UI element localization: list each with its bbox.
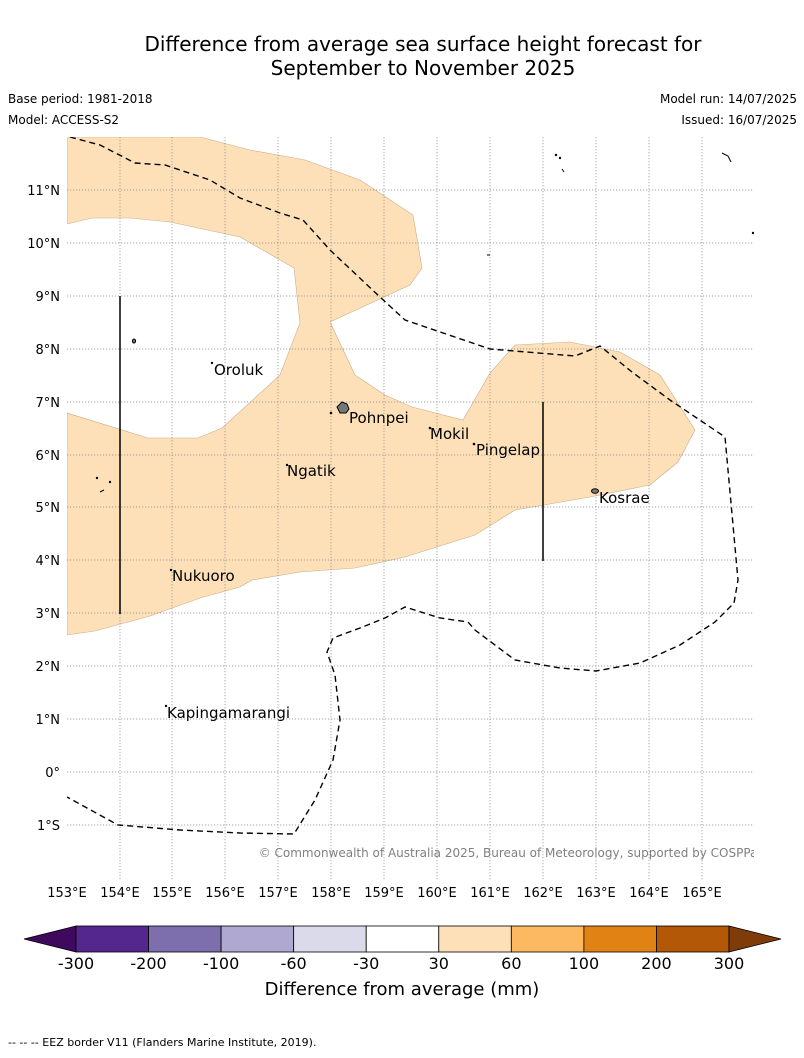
place-label-pohnpei: Pohnpei (349, 409, 409, 427)
colorbar-tick-label: -30 (353, 954, 379, 973)
lon-label: 162°E (523, 886, 563, 901)
colorbar-segment (75, 925, 149, 953)
mokil-atoll (428, 426, 432, 430)
islet (561, 168, 565, 173)
copyright-notice: © Commonwealth of Australia 2025, Bureau… (259, 846, 764, 860)
islet (751, 231, 754, 235)
title-line-2: September to November 2025 (270, 56, 576, 80)
model-name: Model: ACCESS-S2 (8, 113, 120, 127)
pohnpei-island (336, 401, 350, 414)
eez-footnote: -- -- -- EEZ border V11 (Flanders Marine… (8, 1036, 317, 1049)
colorbar-tick-label: 300 (714, 954, 745, 973)
lon-label: 161°E (470, 886, 510, 901)
colorbar-tick-label: 60 (501, 954, 521, 973)
nukuoro-atoll (169, 568, 173, 572)
islet (558, 156, 562, 160)
lat-label: 7°N (36, 396, 61, 411)
base-period: Base period: 1981-2018 (8, 92, 153, 106)
lat-label: 4°N (36, 554, 61, 569)
colorbar-segment (656, 925, 730, 953)
place-label-ngatik: Ngatik (287, 462, 336, 480)
lat-label: 5°N (36, 501, 61, 516)
lon-label: 154°E (100, 886, 140, 901)
lon-label: 153°E (47, 886, 87, 901)
colorbar-segment (510, 925, 585, 953)
map-figure: Oroluk Pohnpei Mokil Pingelap Ngatik Kos… (23, 137, 782, 1000)
lon-label: 155°E (152, 886, 192, 901)
place-label-nukuoro: Nukuoro (172, 567, 235, 585)
colorbar-segment (438, 925, 512, 953)
lat-label: 0° (45, 766, 60, 781)
map-area: Oroluk Pohnpei Mokil Pingelap Ngatik Kos… (67, 137, 764, 880)
colorbar-segment (220, 925, 295, 953)
colorbar-arrow-high (728, 925, 782, 953)
lat-label: 10°N (27, 237, 60, 252)
lat-label: 6°N (36, 449, 61, 464)
place-label-kosrae: Kosrae (599, 489, 650, 507)
islet (721, 152, 732, 163)
place-label-mokil: Mokil (430, 425, 469, 443)
lat-label: 11°N (27, 184, 60, 199)
islet (554, 153, 558, 157)
issued-date: Issued: 16/07/2025 (681, 113, 797, 127)
colorbar-tick-label: -200 (130, 954, 166, 973)
pingelap-atoll (472, 442, 476, 446)
islet (95, 476, 99, 480)
place-label-kapingamarangi: Kapingamarangi (167, 704, 290, 722)
colorbar: -300 -200 -100 -60 -30 30 60 100 200 300 Differen… (23, 925, 782, 1000)
lat-label: 9°N (36, 290, 61, 305)
ngatik-atoll (285, 463, 289, 467)
place-label-pingelap: Pingelap (476, 441, 540, 459)
oroluk-atoll (210, 361, 214, 365)
colorbar-tick-label: -100 (203, 954, 239, 973)
colorbar-segments (75, 925, 730, 953)
lon-label: 163°E (576, 886, 616, 901)
colorbar-label: Difference from average (mm) (265, 979, 540, 1000)
colorbar-arrow-low (23, 925, 77, 953)
kosrae-island (591, 488, 599, 494)
lon-label: 159°E (364, 886, 404, 901)
islet (108, 480, 112, 484)
title-line-1: Difference from average sea surface heig… (144, 32, 702, 56)
lon-label: 160°E (417, 886, 457, 901)
lat-label: 1°N (36, 713, 61, 728)
grid-lines (67, 137, 754, 880)
lon-label: 158°E (311, 886, 351, 901)
longitude-labels: 153°E 154°E 155°E 156°E 157°E 158°E 159°… (47, 886, 722, 901)
islet (329, 411, 333, 415)
islet (131, 338, 137, 344)
lon-label: 164°E (629, 886, 669, 901)
colorbar-tick-label: -60 (281, 954, 307, 973)
latitude-labels: 11°N 10°N 9°N 8°N 7°N 6°N 5°N 4°N 3°N 2°… (27, 184, 60, 834)
model-run: Model run: 14/07/2025 (659, 92, 797, 106)
colorbar-tick-label: 100 (569, 954, 600, 973)
colorbar-segment (148, 925, 222, 953)
islet (99, 489, 105, 493)
colorbar-tick-label: -300 (58, 954, 94, 973)
lat-label: 1°S (37, 819, 60, 834)
chart-title: Difference from average sea surface heig… (0, 32, 804, 80)
colorbar-segment (583, 925, 657, 953)
islands (95, 152, 754, 708)
colorbar-segment (293, 925, 367, 953)
place-label-oroluk: Oroluk (214, 361, 263, 379)
eez-borders (67, 137, 739, 835)
lon-label: 157°E (258, 886, 298, 901)
lat-label: 8°N (36, 343, 61, 358)
colorbar-tick-label: 200 (641, 954, 672, 973)
kapingamarangi-atoll (164, 704, 168, 708)
colorbar-segment (365, 925, 440, 953)
colorbar-tick-label: 30 (429, 954, 449, 973)
lat-label: 2°N (36, 660, 61, 675)
colorbar-ticks: -300 -200 -100 -60 -30 30 60 100 200 300 (58, 954, 744, 973)
place-labels: Oroluk Pohnpei Mokil Pingelap Ngatik Kos… (167, 361, 650, 722)
lon-label: 165°E (682, 886, 722, 901)
lon-label: 156°E (205, 886, 245, 901)
lat-label: 3°N (36, 607, 61, 622)
